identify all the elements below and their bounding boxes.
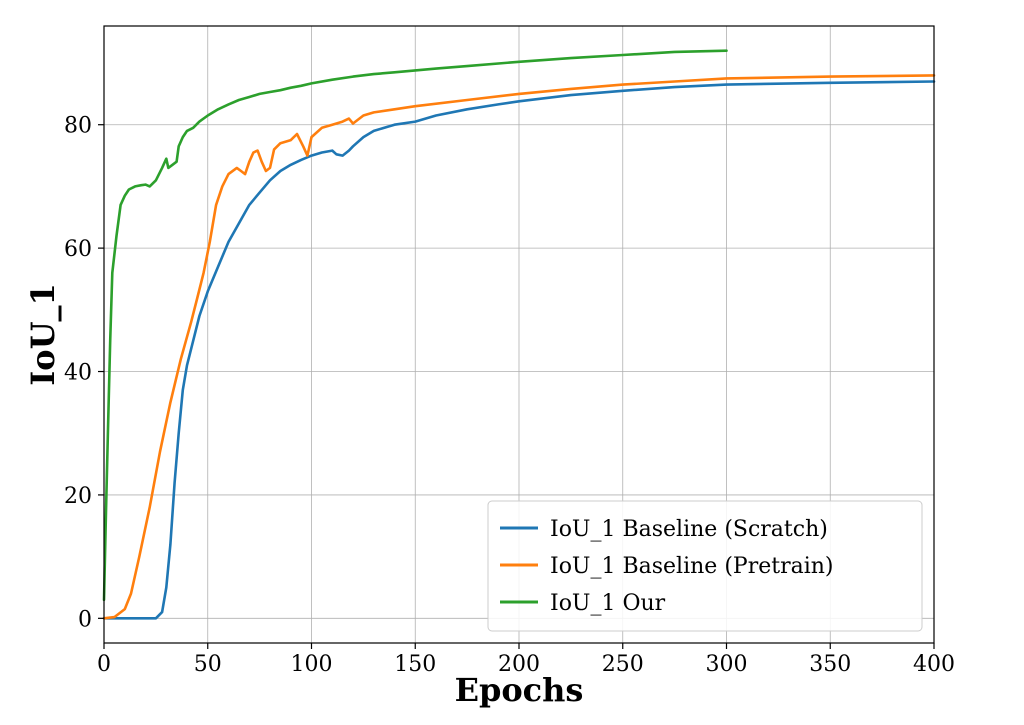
y-axis-title: IoU_1 — [24, 283, 62, 385]
y-tick-label: 80 — [64, 114, 92, 139]
y-tick-label: 20 — [64, 484, 92, 509]
y-tick-label: 0 — [78, 607, 92, 632]
legend-label-0: IoU_1 Baseline (Scratch) — [550, 517, 828, 542]
series-line-0 — [102, 80, 936, 620]
legend-label-1: IoU_1 Baseline (Pretrain) — [550, 554, 834, 579]
x-tick-label: 0 — [97, 652, 111, 677]
x-tick-label: 150 — [394, 652, 436, 677]
x-axis-title: Epochs — [455, 671, 584, 709]
x-tick-label: 50 — [194, 652, 222, 677]
x-tick-label: 350 — [809, 652, 851, 677]
y-tick-label: 40 — [64, 361, 92, 386]
legend: IoU_1 Baseline (Scratch) IoU_1 Baseline (… — [487, 500, 923, 632]
legend-box — [487, 500, 923, 632]
y-tick-label: 60 — [64, 237, 92, 262]
series-line-2 — [102, 49, 728, 602]
x-tick-label: 100 — [291, 652, 333, 677]
grid — [103, 26, 935, 643]
x-axis-ticks: 0 50 100 150 200 250 300 350 400 — [97, 643, 955, 677]
x-tick-label: 300 — [706, 652, 748, 677]
x-tick-label: 400 — [913, 652, 955, 677]
x-tick-label: 200 — [498, 652, 540, 677]
series-lines — [102, 49, 936, 620]
legend-label-2: IoU_1 Our — [550, 591, 666, 616]
series-line-1 — [102, 74, 936, 620]
y-axis-ticks: 0 20 40 60 80 — [64, 114, 104, 632]
x-tick-label: 250 — [602, 652, 644, 677]
